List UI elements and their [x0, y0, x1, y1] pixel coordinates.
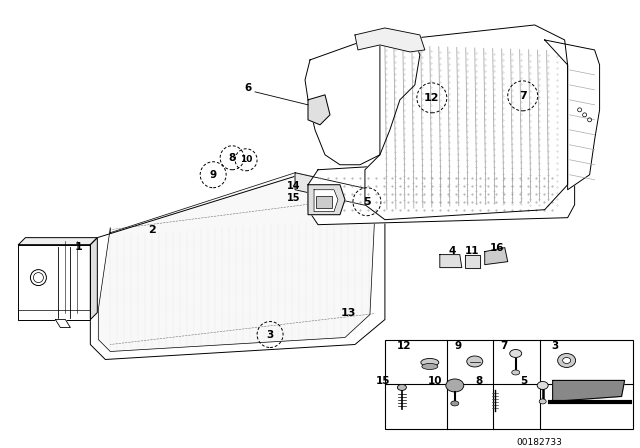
Polygon shape: [545, 40, 600, 190]
Polygon shape: [99, 173, 375, 352]
Text: 1: 1: [74, 241, 82, 252]
Polygon shape: [308, 95, 330, 125]
Ellipse shape: [421, 358, 439, 366]
Bar: [316, 196, 332, 208]
Text: 00182733: 00182733: [516, 438, 563, 447]
Text: 6: 6: [244, 83, 252, 93]
Text: 2: 2: [148, 224, 156, 235]
Polygon shape: [19, 237, 97, 245]
Polygon shape: [90, 175, 385, 359]
Ellipse shape: [422, 363, 438, 370]
Text: 14: 14: [287, 181, 300, 191]
Text: 8: 8: [475, 376, 483, 387]
Polygon shape: [355, 28, 425, 52]
Text: 10: 10: [240, 155, 252, 164]
Polygon shape: [19, 245, 90, 319]
Text: 15: 15: [376, 376, 390, 387]
Polygon shape: [56, 319, 70, 327]
Ellipse shape: [446, 379, 464, 392]
Text: 5: 5: [520, 376, 527, 387]
Text: 4: 4: [448, 246, 456, 256]
Text: 11: 11: [465, 246, 479, 256]
Ellipse shape: [512, 370, 520, 375]
Ellipse shape: [397, 384, 406, 391]
Ellipse shape: [539, 399, 546, 404]
Text: 10: 10: [428, 376, 442, 387]
Polygon shape: [295, 173, 385, 210]
Polygon shape: [305, 35, 420, 165]
Ellipse shape: [451, 401, 459, 406]
Text: 7: 7: [500, 341, 508, 352]
Text: 13: 13: [340, 307, 356, 318]
Ellipse shape: [537, 381, 548, 389]
Text: 8: 8: [228, 153, 236, 163]
Polygon shape: [314, 190, 338, 212]
Ellipse shape: [563, 358, 571, 363]
Text: 7: 7: [519, 91, 527, 101]
Polygon shape: [308, 155, 575, 225]
Text: 3: 3: [551, 341, 558, 352]
Text: 16: 16: [490, 243, 504, 253]
Polygon shape: [553, 380, 625, 401]
Polygon shape: [308, 185, 345, 215]
Text: 5: 5: [363, 197, 371, 207]
Bar: [385, 340, 632, 429]
Polygon shape: [465, 254, 480, 267]
Text: 3: 3: [266, 330, 274, 340]
Text: 9: 9: [209, 170, 217, 180]
Polygon shape: [90, 237, 97, 319]
Ellipse shape: [467, 356, 483, 367]
Text: 12: 12: [397, 341, 411, 352]
Ellipse shape: [509, 349, 522, 358]
Text: 12: 12: [424, 93, 440, 103]
Polygon shape: [365, 25, 568, 220]
Text: 9: 9: [454, 341, 461, 352]
Polygon shape: [440, 254, 462, 267]
Ellipse shape: [557, 353, 575, 367]
Polygon shape: [484, 248, 508, 265]
Text: 15: 15: [287, 193, 300, 202]
